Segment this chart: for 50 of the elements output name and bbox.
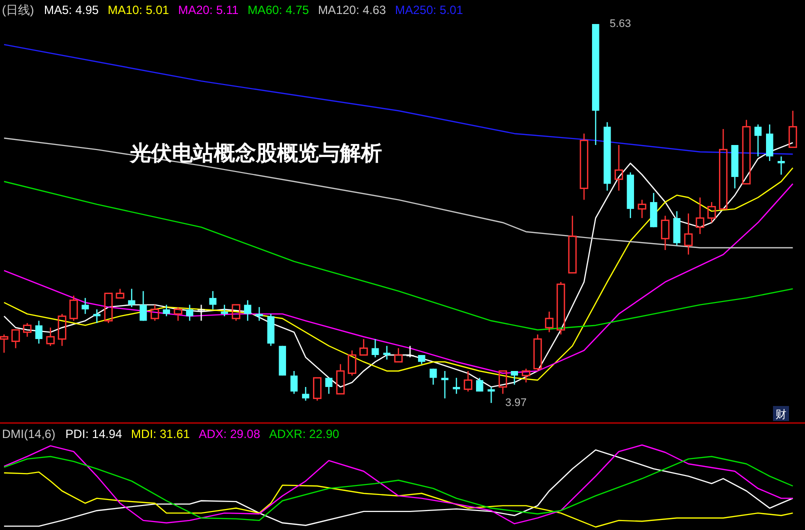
candlestick bbox=[766, 124, 774, 162]
candlestick bbox=[82, 297, 89, 315]
candlestick bbox=[476, 377, 484, 392]
candlestick bbox=[430, 368, 437, 386]
candlestick bbox=[372, 338, 379, 358]
candlestick bbox=[383, 345, 390, 360]
candlestick bbox=[568, 215, 577, 274]
text: MA250: 5.01 bbox=[394, 3, 464, 17]
candlestick bbox=[498, 370, 508, 394]
candlestick bbox=[684, 212, 693, 256]
candlestick bbox=[162, 304, 170, 317]
text: MA20: 5.11 bbox=[178, 3, 239, 17]
candlestick bbox=[209, 290, 216, 310]
chart-title: (日线) bbox=[2, 3, 34, 17]
text: MA10: 5.01 bbox=[108, 3, 170, 17]
candlestick bbox=[256, 306, 263, 322]
candlestick bbox=[510, 370, 518, 386]
annotation: 3.97 bbox=[505, 396, 527, 409]
candlestick bbox=[302, 386, 310, 402]
candlestick bbox=[452, 377, 460, 394]
candlestick bbox=[220, 304, 228, 317]
candlestick bbox=[441, 370, 448, 399]
candlestick bbox=[186, 304, 194, 322]
annotation: 5.63 bbox=[610, 18, 632, 30]
candlestick bbox=[35, 320, 42, 344]
text: MDI: 31.61 bbox=[131, 427, 190, 441]
candlestick bbox=[788, 110, 798, 148]
candlestick bbox=[718, 128, 728, 210]
candlestick bbox=[244, 300, 252, 322]
text: ADXR: 22.90 bbox=[269, 427, 340, 441]
candlestick bbox=[11, 329, 20, 349]
candlestick bbox=[754, 124, 762, 158]
candlestick bbox=[488, 386, 495, 404]
candlestick bbox=[69, 295, 78, 322]
text: MA5: 4.95 bbox=[44, 3, 100, 17]
candlestick bbox=[544, 311, 554, 333]
candlestick bbox=[140, 290, 147, 322]
candlestick bbox=[614, 144, 624, 192]
candlestick bbox=[325, 377, 332, 394]
candlestick bbox=[660, 215, 670, 251]
text: MA120: 4.63 bbox=[318, 3, 386, 17]
candlestick bbox=[359, 338, 368, 356]
candlestick bbox=[290, 370, 298, 394]
text: MA60: 4.75 bbox=[248, 3, 310, 17]
candlestick bbox=[418, 354, 426, 365]
text: PDI: 14.94 bbox=[65, 427, 122, 441]
candlestick bbox=[128, 288, 136, 308]
text: ADX: 29.08 bbox=[198, 427, 260, 441]
candlestick bbox=[778, 156, 785, 176]
chart-title: DMI(14,6) bbox=[2, 427, 56, 441]
